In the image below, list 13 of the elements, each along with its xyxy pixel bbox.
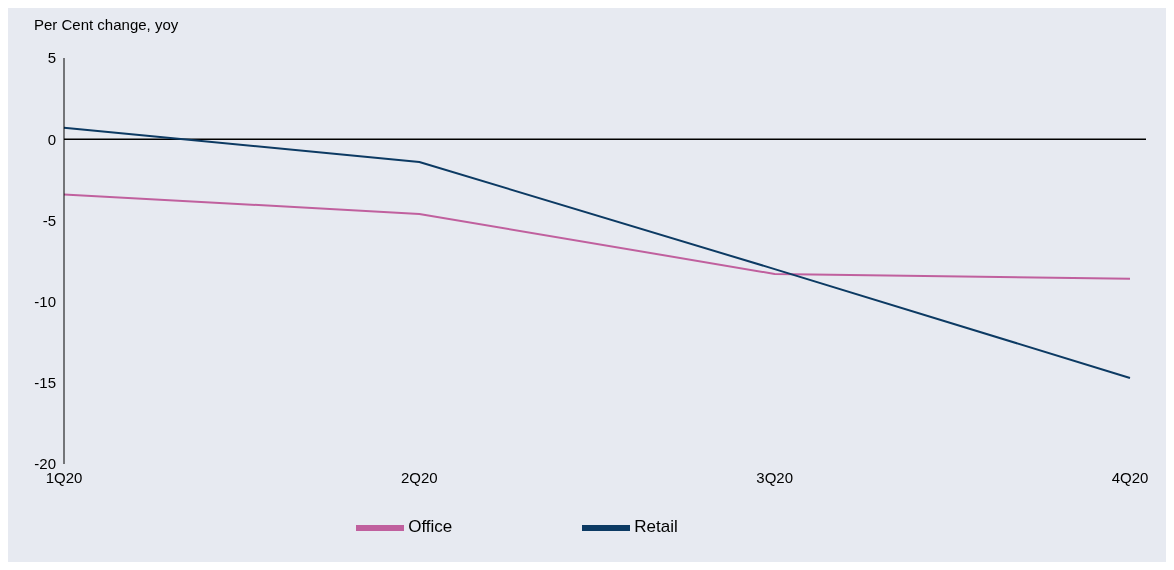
line-series [63,126,1131,379]
y-tick-label: -5 [42,211,56,229]
y-axis-title: Per Cent change, yoy [34,16,179,33]
legend-label: Retail [634,517,678,537]
line-series [63,193,1131,280]
legend-label: Office [408,517,453,537]
x-tick-label: 3Q20 [756,468,794,486]
y-tick-label: -15 [34,374,56,392]
x-tick-label: 4Q20 [1111,468,1149,486]
y-tick-label: 0 [47,130,56,148]
x-tick-label: 2Q20 [400,468,438,486]
y-tick-label: -10 [34,292,56,310]
y-tick-label: 5 [47,49,56,67]
